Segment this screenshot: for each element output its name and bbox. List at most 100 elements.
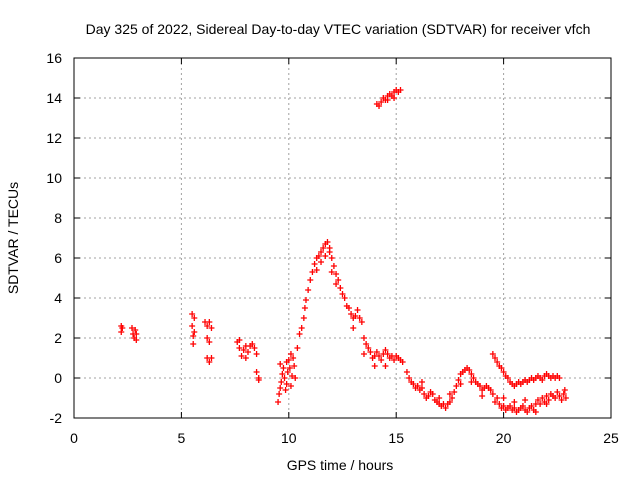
data-point — [294, 345, 301, 351]
data-point — [118, 329, 125, 335]
data-point — [494, 359, 501, 365]
data-point — [376, 353, 383, 359]
data-point — [561, 387, 568, 393]
x-tick-label: 25 — [603, 430, 619, 446]
data-point — [476, 383, 483, 389]
data-point — [554, 389, 561, 395]
data-point — [560, 391, 567, 397]
data-point — [556, 375, 563, 381]
data-point — [277, 385, 284, 391]
grid — [74, 58, 611, 418]
data-point — [539, 377, 546, 383]
data-point — [309, 269, 316, 275]
data-point — [371, 363, 378, 369]
data-point — [345, 305, 352, 311]
data-point — [300, 315, 307, 321]
data-point — [436, 395, 443, 401]
data-point — [487, 387, 494, 393]
data-point — [278, 379, 285, 385]
data-point — [276, 391, 283, 397]
data-point — [537, 401, 544, 407]
data-point — [302, 297, 309, 303]
y-tick-label: 10 — [46, 170, 62, 186]
data-point — [189, 323, 196, 329]
data-point — [324, 239, 331, 245]
data-point — [206, 339, 213, 345]
data-point — [318, 259, 325, 265]
data-point — [133, 337, 140, 343]
data-point — [191, 315, 198, 321]
data-point — [376, 103, 383, 109]
data-point — [455, 377, 462, 383]
data-point — [318, 249, 325, 255]
data-point — [360, 351, 367, 357]
data-point — [244, 349, 251, 355]
data-point — [190, 341, 197, 347]
data-point — [301, 305, 308, 311]
y-tick-label: 12 — [46, 130, 62, 146]
data-point — [322, 253, 329, 259]
data-point — [558, 397, 565, 403]
data-point — [470, 375, 477, 381]
data-point — [132, 327, 139, 333]
x-tick-label: 15 — [388, 430, 404, 446]
y-tick-label: 2 — [54, 330, 62, 346]
data-point — [328, 255, 335, 261]
data-point — [421, 391, 428, 397]
data-point — [373, 349, 380, 355]
data-point — [311, 261, 318, 267]
data-point — [283, 381, 290, 387]
data-point — [330, 263, 337, 269]
data-point — [367, 349, 374, 355]
data-point — [524, 409, 531, 415]
data-point — [429, 391, 436, 397]
data-point — [403, 369, 410, 375]
data-point — [556, 393, 563, 399]
data-point — [283, 359, 290, 365]
data-point — [543, 393, 550, 399]
data-point — [352, 313, 359, 319]
data-point — [350, 325, 357, 331]
data-point — [414, 383, 421, 389]
data-point — [451, 389, 458, 395]
data-point — [119, 325, 126, 331]
x-tick-label: 5 — [178, 430, 186, 446]
data-point — [500, 403, 507, 409]
data-point — [251, 345, 258, 351]
data-point — [489, 351, 496, 357]
data-point — [240, 347, 247, 353]
data-point — [494, 395, 501, 401]
data-point — [534, 397, 541, 403]
data-point — [545, 397, 552, 403]
data-point — [498, 365, 505, 371]
data-point — [333, 271, 340, 277]
data-point — [356, 315, 363, 321]
data-point — [320, 245, 327, 251]
data-point — [418, 379, 425, 385]
data-point — [528, 403, 535, 409]
data-point — [384, 351, 391, 357]
axis-ticks: 0 5 10 15 20 25 -2 0 2 4 6 8 10 12 14 16 — [46, 50, 619, 446]
chart-title: Day 325 of 2022, Sidereal Day-to-day VTE… — [86, 21, 591, 37]
x-tick-label: 20 — [496, 430, 512, 446]
y-axis-label: SDTVAR / TECUs — [5, 182, 21, 294]
data-point — [507, 403, 514, 409]
data-point — [378, 357, 385, 363]
y-tick-label: 14 — [46, 90, 62, 106]
data-point — [365, 345, 372, 351]
data-point — [446, 391, 453, 397]
data-point — [397, 87, 404, 93]
data-point — [363, 341, 370, 347]
data-point — [339, 291, 346, 297]
data-point — [532, 409, 539, 415]
data-point — [249, 341, 256, 347]
data-point — [479, 393, 486, 399]
data-point — [242, 355, 249, 361]
data-point — [236, 337, 243, 343]
data-point — [292, 375, 299, 381]
data-point — [378, 99, 385, 105]
data-point — [242, 343, 249, 349]
data-point — [208, 355, 215, 361]
data-point — [468, 371, 475, 377]
